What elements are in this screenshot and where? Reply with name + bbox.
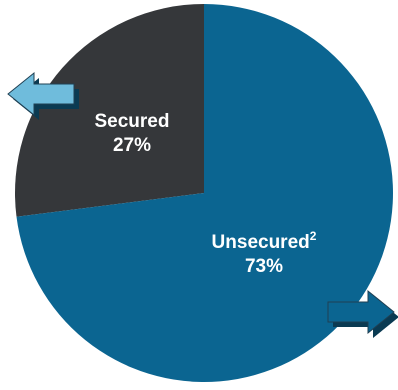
arrow-right-icon-face — [327, 289, 395, 335]
slice-label-secured: Secured — [95, 111, 170, 132]
arrow-left-icon-face — [7, 71, 75, 117]
footnote-marker: 2 — [310, 229, 317, 243]
arrow-right-icon — [327, 289, 398, 338]
slice-label-unsecured: Unsecured2 — [212, 229, 317, 253]
pie-slice-unsecured — [16, 4, 393, 382]
arrow-left-icon — [7, 71, 79, 120]
pie-slice-secured — [14, 4, 204, 217]
slice-value-unsecured: 73% — [245, 256, 283, 277]
slice-value-secured: 27% — [113, 135, 151, 156]
